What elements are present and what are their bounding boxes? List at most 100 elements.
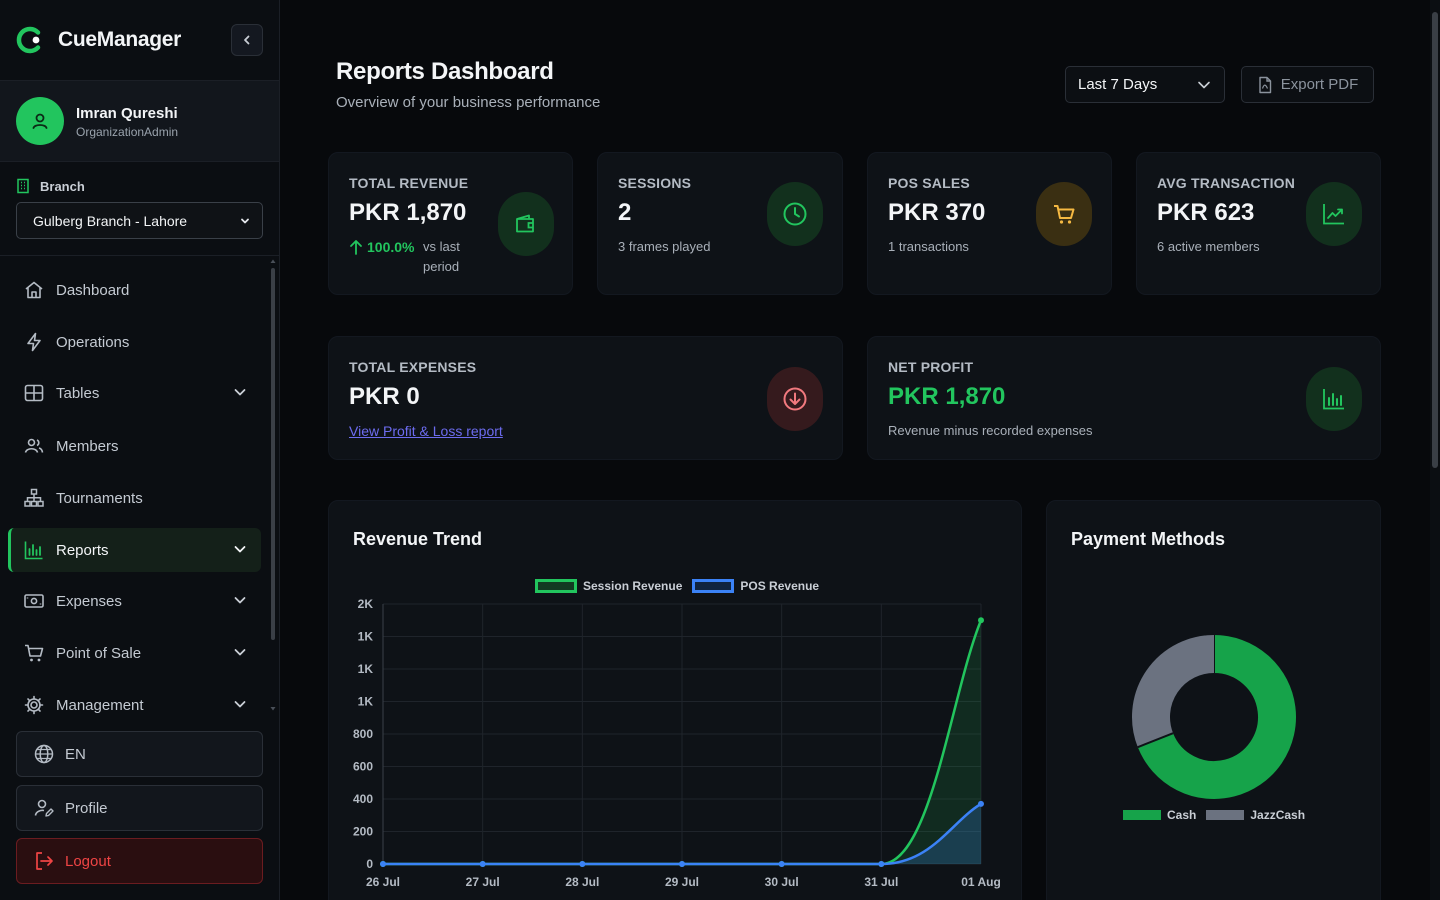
logout-label: Logout (65, 852, 111, 870)
page-subtitle: Overview of your business performance (336, 94, 601, 111)
scroll-down-icon[interactable] (270, 706, 276, 712)
legend-item[interactable]: Session Revenue (535, 579, 682, 593)
collapse-sidebar-button[interactable] (231, 24, 263, 56)
sidebar-item-label: Reports (56, 541, 109, 559)
y-tick-label: 600 (353, 760, 373, 774)
cart-icon (22, 641, 46, 665)
chevron-down-icon (234, 389, 246, 396)
logout-icon (36, 852, 53, 870)
export-pdf-button[interactable]: Export PDF (1241, 66, 1374, 103)
date-range-value: Last 7 Days (1078, 76, 1158, 93)
branch-label: Branch (16, 178, 85, 194)
user-edit-icon (34, 799, 54, 817)
legend-label: Session Revenue (583, 579, 683, 593)
profit-loss-link[interactable]: View Profit & Loss report (349, 423, 503, 439)
app-name: CueManager (58, 28, 182, 51)
chevron-down-icon (1198, 81, 1210, 88)
card-sub: Revenue minus recorded expenses (888, 423, 1093, 438)
card-value: PKR 1,870 (349, 199, 467, 226)
page-scrollbar[interactable] (1430, 0, 1440, 900)
branch-select[interactable]: Gulberg Branch - Lahore (16, 202, 263, 239)
sidebar-item-operations[interactable]: Operations (8, 320, 261, 364)
hierarchy-icon (22, 486, 46, 510)
sidebar-item-tournaments[interactable]: Tournaments (8, 476, 261, 520)
sidebar-item-label: Tournaments (56, 489, 143, 507)
scroll-up-icon[interactable] (270, 258, 276, 264)
sidebar-item-management[interactable]: Management (8, 683, 261, 727)
scroll-thumb[interactable] (271, 268, 275, 640)
file-pdf-icon (1259, 76, 1271, 93)
chevron-down-icon (234, 649, 246, 656)
series-area (383, 803, 981, 864)
sidebar-item-members[interactable]: Members (8, 424, 261, 468)
pie-slice[interactable] (1137, 635, 1296, 799)
sidebar-item-point-of-sale[interactable]: Point of Sale (8, 631, 261, 675)
sidebar-item-label: Management (56, 696, 144, 714)
arrow-down-circle-icon (767, 367, 823, 431)
globe-icon (34, 744, 54, 764)
revenue-trend-card: Revenue Trend Session Revenue POS Revenu… (328, 500, 1022, 900)
logo-icon (16, 25, 46, 55)
page-scroll-thumb[interactable] (1432, 12, 1438, 468)
legend-item[interactable]: JazzCash (1206, 808, 1305, 822)
wallet-icon (498, 192, 554, 256)
x-tick-label: 26 Jul (366, 875, 400, 889)
revenue-trend-chart: 0 200 400 600 800 1K 1K 1K 2K 26 Jul 27 Jul 28 Jul 2… (353, 597, 1001, 889)
pos-sales-card: POS SALES PKR 370 1 transactions (867, 152, 1112, 295)
x-tick-label: 29 Jul (665, 875, 699, 889)
card-value: PKR 370 (888, 199, 986, 226)
data-point (380, 861, 386, 867)
card-label: TOTAL EXPENSES (349, 359, 477, 375)
profile-button[interactable]: Profile (16, 785, 263, 831)
trend-percent: 100.0% (367, 239, 415, 255)
sidebar-item-tables[interactable]: Tables (8, 371, 261, 415)
bar-chart-icon (22, 538, 46, 562)
legend-item[interactable]: Cash (1123, 808, 1196, 822)
gear-icon (22, 693, 46, 717)
export-pdf-label: Export PDF (1280, 76, 1359, 93)
bolt-icon (22, 330, 46, 354)
legend-swatch (535, 579, 577, 593)
user-name: Imran Qureshi (76, 105, 178, 122)
language-button[interactable]: EN (16, 731, 263, 777)
y-tick-label: 1K (358, 695, 374, 709)
card-value: 2 (618, 199, 632, 226)
y-tick-label: 400 (353, 792, 373, 806)
y-tick-label: 200 (353, 825, 373, 839)
sidebar-item-label: Tables (56, 384, 100, 402)
pie-slice[interactable] (1132, 635, 1215, 748)
data-point (479, 861, 486, 867)
total-expenses-card: TOTAL EXPENSES PKR 0 View Profit & Loss … (328, 336, 843, 460)
date-range-select[interactable]: Last 7 Days (1065, 66, 1225, 103)
data-point (778, 861, 785, 867)
series-area (383, 620, 981, 864)
pie-legend: Cash JazzCash (1123, 808, 1315, 822)
legend-item[interactable]: POS Revenue (692, 579, 819, 593)
avatar (16, 97, 64, 145)
chart-legend: Session Revenue POS Revenue (535, 579, 829, 593)
brand[interactable]: CueManager (16, 24, 181, 56)
data-point (978, 800, 984, 807)
net-profit-card: NET PROFIT PKR 1,870 Revenue minus recor… (867, 336, 1381, 460)
data-point (679, 861, 685, 867)
sidebar-item-reports[interactable]: Reports (8, 528, 261, 572)
slice-separator (1137, 732, 1174, 749)
sidebar-scrollbar[interactable] (270, 258, 276, 714)
cash-icon (22, 589, 46, 613)
legend-label: JazzCash (1250, 808, 1306, 822)
sidebar-item-expenses[interactable]: Expenses (8, 579, 261, 623)
legend-swatch (692, 579, 735, 593)
card-label: TOTAL REVENUE (349, 175, 469, 191)
logout-button[interactable]: Logout (16, 838, 263, 884)
y-tick-label: 1K (358, 662, 374, 676)
revenue-trend: 100.0% (349, 239, 414, 255)
user-card[interactable]: Imran Qureshi OrganizationAdmin (0, 80, 279, 162)
user-role: OrganizationAdmin (76, 125, 179, 139)
chevron-down-icon (234, 546, 246, 553)
branch-select-value: Gulberg Branch - Lahore (33, 212, 188, 229)
sidebar-item-dashboard[interactable]: Dashboard (8, 268, 261, 312)
card-value: PKR 1,870 (888, 383, 1006, 410)
page-title: Reports Dashboard (336, 58, 554, 85)
y-tick-label: 800 (353, 727, 373, 741)
payment-methods-card: Payment Methods Cash JazzCash (1046, 500, 1381, 900)
